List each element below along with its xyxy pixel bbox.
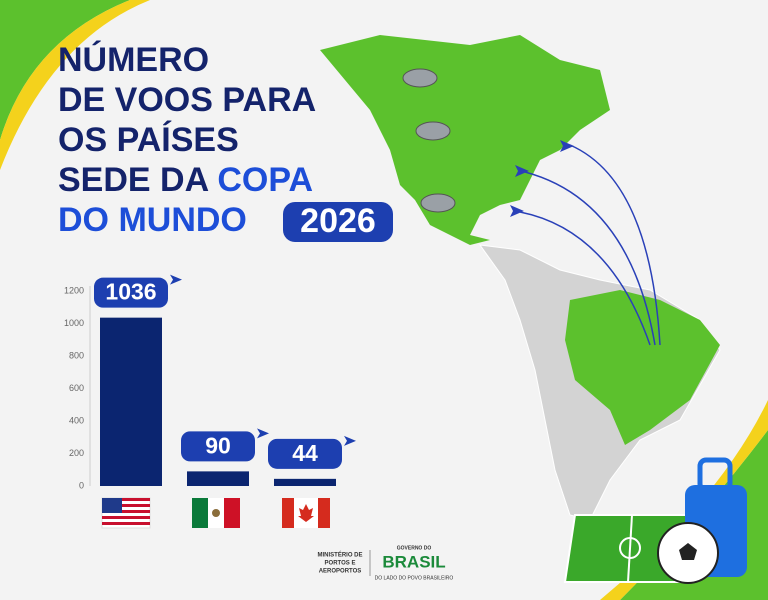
value-label: 44 bbox=[292, 440, 318, 466]
title-line: NÚMERO bbox=[58, 41, 209, 79]
ministry-line: MINISTÉRIO DE bbox=[317, 551, 362, 559]
y-tick-label: 1200 bbox=[64, 285, 84, 295]
value-pill bbox=[94, 277, 168, 308]
plane-icon bbox=[344, 435, 356, 446]
flag-canada bbox=[282, 498, 330, 528]
title-line: SEDE DA COPA bbox=[58, 161, 313, 199]
gov-top: GOVERNO DO bbox=[397, 545, 432, 551]
title-line: DE VOOS PARA bbox=[58, 81, 316, 119]
y-tick-label: 600 bbox=[69, 383, 84, 393]
map-planes bbox=[510, 140, 574, 217]
ministry-line: AEROPORTOS bbox=[319, 569, 362, 575]
value-label: 90 bbox=[205, 432, 231, 458]
year: 2026 bbox=[300, 202, 376, 240]
gov-name: BRASIL bbox=[382, 552, 445, 571]
north-america bbox=[320, 35, 610, 245]
bar bbox=[274, 478, 336, 486]
brazil bbox=[565, 290, 720, 445]
value-label: 1036 bbox=[105, 279, 156, 305]
y-tick-label: 800 bbox=[69, 350, 84, 360]
plane-icon bbox=[257, 428, 269, 439]
bar bbox=[100, 317, 162, 486]
year-pill bbox=[283, 202, 393, 242]
title-part: SEDE DA bbox=[58, 161, 209, 199]
corner-green bbox=[0, 0, 130, 140]
y-tick-label: 0 bbox=[79, 480, 84, 490]
stadium-icons bbox=[402, 68, 456, 213]
flight-paths bbox=[519, 144, 661, 346]
title-line: OS PAÍSES bbox=[58, 121, 239, 159]
soccer-ball bbox=[657, 522, 719, 584]
value-pill bbox=[181, 431, 255, 462]
title-highlight: COPA bbox=[217, 161, 313, 199]
flag-usa bbox=[101, 497, 151, 529]
y-tick-label: 1000 bbox=[64, 318, 84, 328]
y-tick-label: 400 bbox=[69, 415, 84, 425]
plane-icon bbox=[170, 274, 182, 285]
value-pill bbox=[268, 438, 342, 469]
corner-yellow bbox=[0, 0, 150, 170]
title-line: DO MUNDO bbox=[58, 201, 247, 239]
flag-mexico bbox=[192, 498, 240, 528]
y-tick-label: 200 bbox=[69, 448, 84, 458]
bar bbox=[187, 471, 249, 486]
gov-tagline: DO LADO DO POVO BRASILEIRO bbox=[375, 575, 454, 581]
ministry-line: PORTOS E bbox=[325, 561, 356, 567]
